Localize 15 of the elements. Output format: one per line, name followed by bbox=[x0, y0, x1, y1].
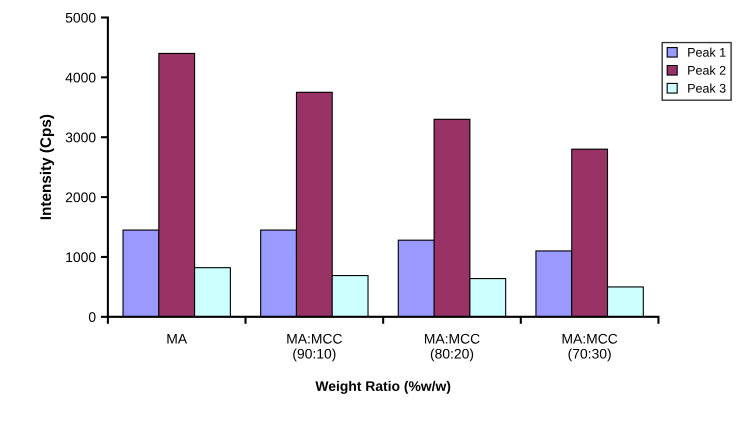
y-tick-label: 0 bbox=[88, 312, 96, 322]
x-axis-title: Weight Ratio (%w/w) bbox=[315, 380, 450, 394]
y-tick-label: 4000 bbox=[66, 72, 96, 83]
x-tick-label: MA:MCC (90:10) bbox=[287, 334, 342, 362]
y-tick-label: 3000 bbox=[66, 132, 96, 142]
legend-label: Peak 2 bbox=[688, 66, 726, 75]
x-tick-label: MA bbox=[167, 334, 188, 344]
y-tick-label: 1000 bbox=[66, 252, 96, 262]
x-tick-label: MA:MCC (80:20) bbox=[424, 334, 480, 362]
legend-label: Peak 3 bbox=[688, 84, 726, 93]
legend-label: Peak 1 bbox=[688, 48, 726, 57]
x-tick-label: MA:MCC (70:30) bbox=[562, 334, 618, 362]
y-tick-label: 5000 bbox=[66, 12, 96, 23]
y-tick-label: 2000 bbox=[66, 192, 96, 202]
y-axis-title: Intensity (Cps) bbox=[40, 114, 54, 220]
